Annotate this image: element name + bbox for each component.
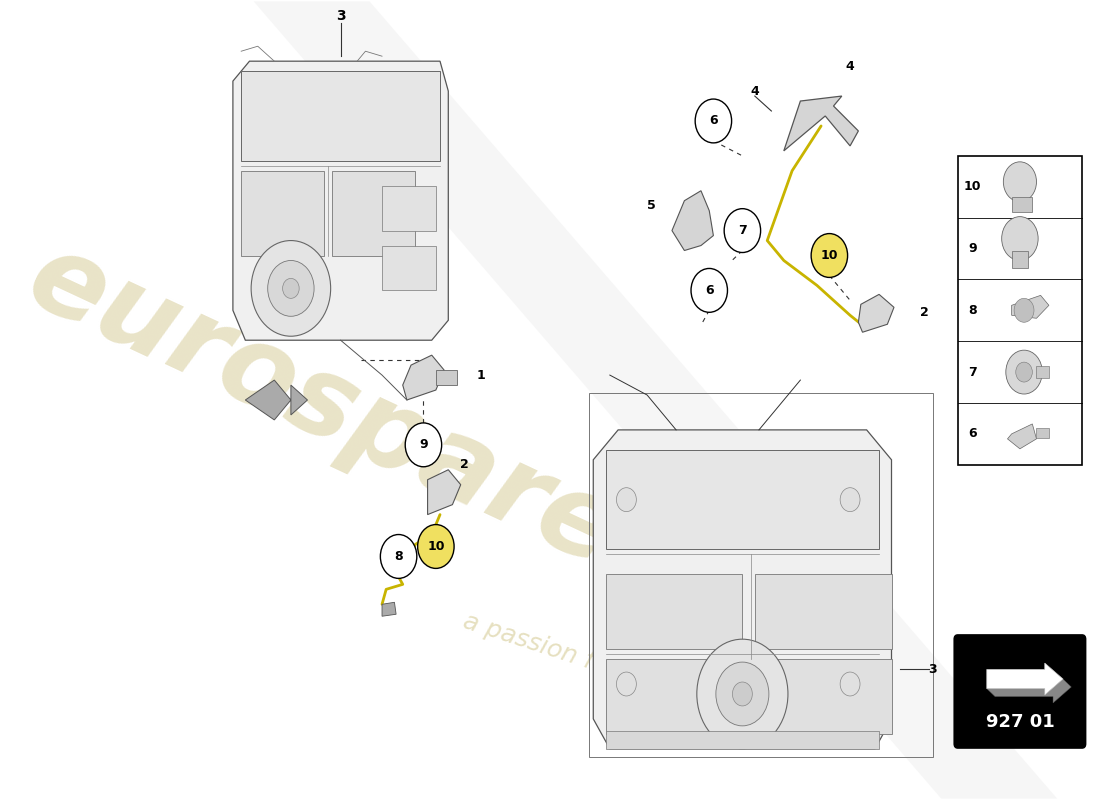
Polygon shape [254,2,1057,798]
Polygon shape [428,470,461,514]
Polygon shape [1008,424,1036,449]
Polygon shape [1012,295,1049,318]
Circle shape [381,534,417,578]
Bar [755,574,891,649]
Circle shape [733,682,752,706]
Bar [436,370,456,385]
Bar [1036,366,1049,378]
Bar [1036,428,1049,438]
Circle shape [1003,162,1036,202]
Bar [606,450,879,550]
Text: 3: 3 [928,662,937,675]
Circle shape [1014,298,1034,322]
Circle shape [716,662,769,726]
Polygon shape [987,679,1071,703]
Circle shape [724,209,760,253]
Bar [241,71,440,161]
Bar [590,393,933,757]
Text: 9: 9 [419,438,428,451]
Circle shape [1005,350,1043,394]
Circle shape [418,525,454,569]
Text: a passion for parts since 1965: a passion for parts since 1965 [460,610,826,749]
Circle shape [840,488,860,512]
Text: 8: 8 [968,304,977,317]
Bar [606,659,742,734]
Text: 5: 5 [647,199,656,212]
Text: 2: 2 [461,458,470,471]
Text: 2: 2 [921,306,929,319]
Bar [958,156,1082,465]
Bar [755,659,891,734]
Polygon shape [858,294,894,332]
Text: 7: 7 [968,366,977,378]
Text: 10: 10 [821,249,838,262]
Bar [382,246,436,290]
Text: 1: 1 [477,369,486,382]
Text: 4: 4 [846,60,855,73]
FancyBboxPatch shape [955,635,1086,748]
Polygon shape [987,663,1063,695]
Text: 6: 6 [710,114,717,127]
Circle shape [695,99,732,143]
Circle shape [1015,362,1032,382]
Bar [606,574,742,649]
Circle shape [616,488,636,512]
Bar [1012,197,1032,212]
Text: 10: 10 [964,180,981,194]
Circle shape [283,278,299,298]
Text: eurospares: eurospares [12,223,694,617]
Circle shape [1002,217,1038,261]
Text: 8: 8 [394,550,403,563]
Polygon shape [593,430,891,749]
Circle shape [267,261,315,316]
Text: 9: 9 [968,242,977,255]
Bar [606,731,879,749]
Text: 7: 7 [738,224,747,237]
Bar [332,170,415,255]
Circle shape [616,672,636,696]
Text: 6: 6 [968,427,977,440]
Text: 10: 10 [427,540,444,553]
Bar [241,170,324,255]
Text: 6: 6 [705,284,714,297]
Polygon shape [672,190,714,250]
Polygon shape [784,96,858,151]
Bar [382,186,436,230]
Polygon shape [245,380,308,420]
Polygon shape [382,602,396,616]
Circle shape [691,269,727,312]
Circle shape [811,234,848,278]
Circle shape [840,672,860,696]
Circle shape [405,423,442,466]
Text: 3: 3 [336,10,345,23]
Text: 927 01: 927 01 [986,713,1054,731]
Circle shape [696,639,788,749]
Polygon shape [233,61,449,340]
Circle shape [251,241,331,336]
Bar [1012,250,1028,269]
Text: 4: 4 [750,85,759,98]
Polygon shape [403,355,444,400]
